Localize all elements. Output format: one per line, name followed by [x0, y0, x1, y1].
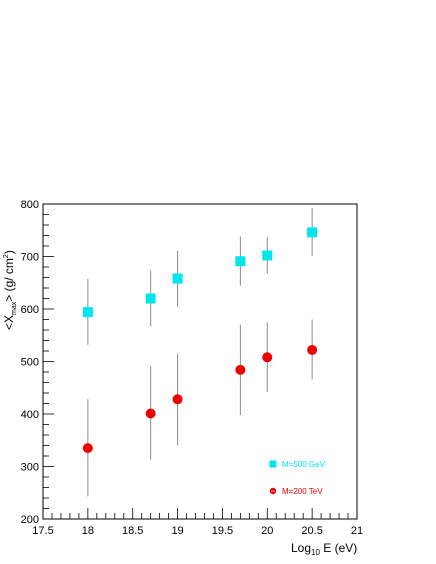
data-point-circle — [262, 352, 273, 363]
markers — [82, 227, 318, 454]
y-tick-label: 300 — [21, 462, 39, 474]
x-tick-label: 18.5 — [122, 525, 143, 537]
y-tick-label: 700 — [21, 252, 39, 264]
data-point-square — [262, 250, 273, 261]
ticks: 17.5 18 18.5 19 19.5 20 20.5 21 200 300 400 500 600 7… — [21, 199, 363, 537]
data-point-square — [172, 273, 183, 284]
error-bars — [87, 208, 313, 497]
x-tick-label: 21 — [351, 525, 363, 537]
data-point-circle — [235, 364, 246, 375]
x-tick-label: 17.5 — [32, 525, 53, 537]
axes — [42, 203, 358, 520]
legend-square-icon — [269, 460, 277, 468]
data-point-circle — [145, 408, 156, 419]
y-tick-label: 500 — [21, 357, 39, 369]
y-tick-label: 200 — [21, 514, 39, 526]
data-point-square — [307, 227, 318, 238]
y-tick-label: 400 — [21, 409, 39, 421]
x-tick-label: 20 — [261, 525, 273, 537]
x-tick-label: 19 — [171, 525, 183, 537]
legend-label: M=200 TeV — [282, 487, 323, 496]
legend-label: M=500 GeV — [282, 460, 326, 469]
x-axis-title: Log10 E (eV) — [291, 541, 357, 557]
plot-frame — [42, 203, 358, 520]
legend: M=500 GeV M=200 TeV — [269, 460, 326, 496]
data-point-circle — [172, 394, 183, 405]
x-tick-label: 19.5 — [212, 525, 233, 537]
x-tick-label: 20.5 — [301, 525, 322, 537]
y-axis-title: <Xmax> (g/ cm2) — [2, 250, 18, 330]
x-tick-label: 18 — [82, 525, 94, 537]
data-point-circle — [307, 344, 318, 355]
y-tick-label: 800 — [21, 199, 39, 211]
data-point-square — [145, 293, 156, 304]
y-tick-label: 600 — [21, 304, 39, 316]
data-point-circle — [82, 443, 93, 454]
data-point-square — [82, 307, 93, 318]
data-point-square — [235, 256, 246, 267]
